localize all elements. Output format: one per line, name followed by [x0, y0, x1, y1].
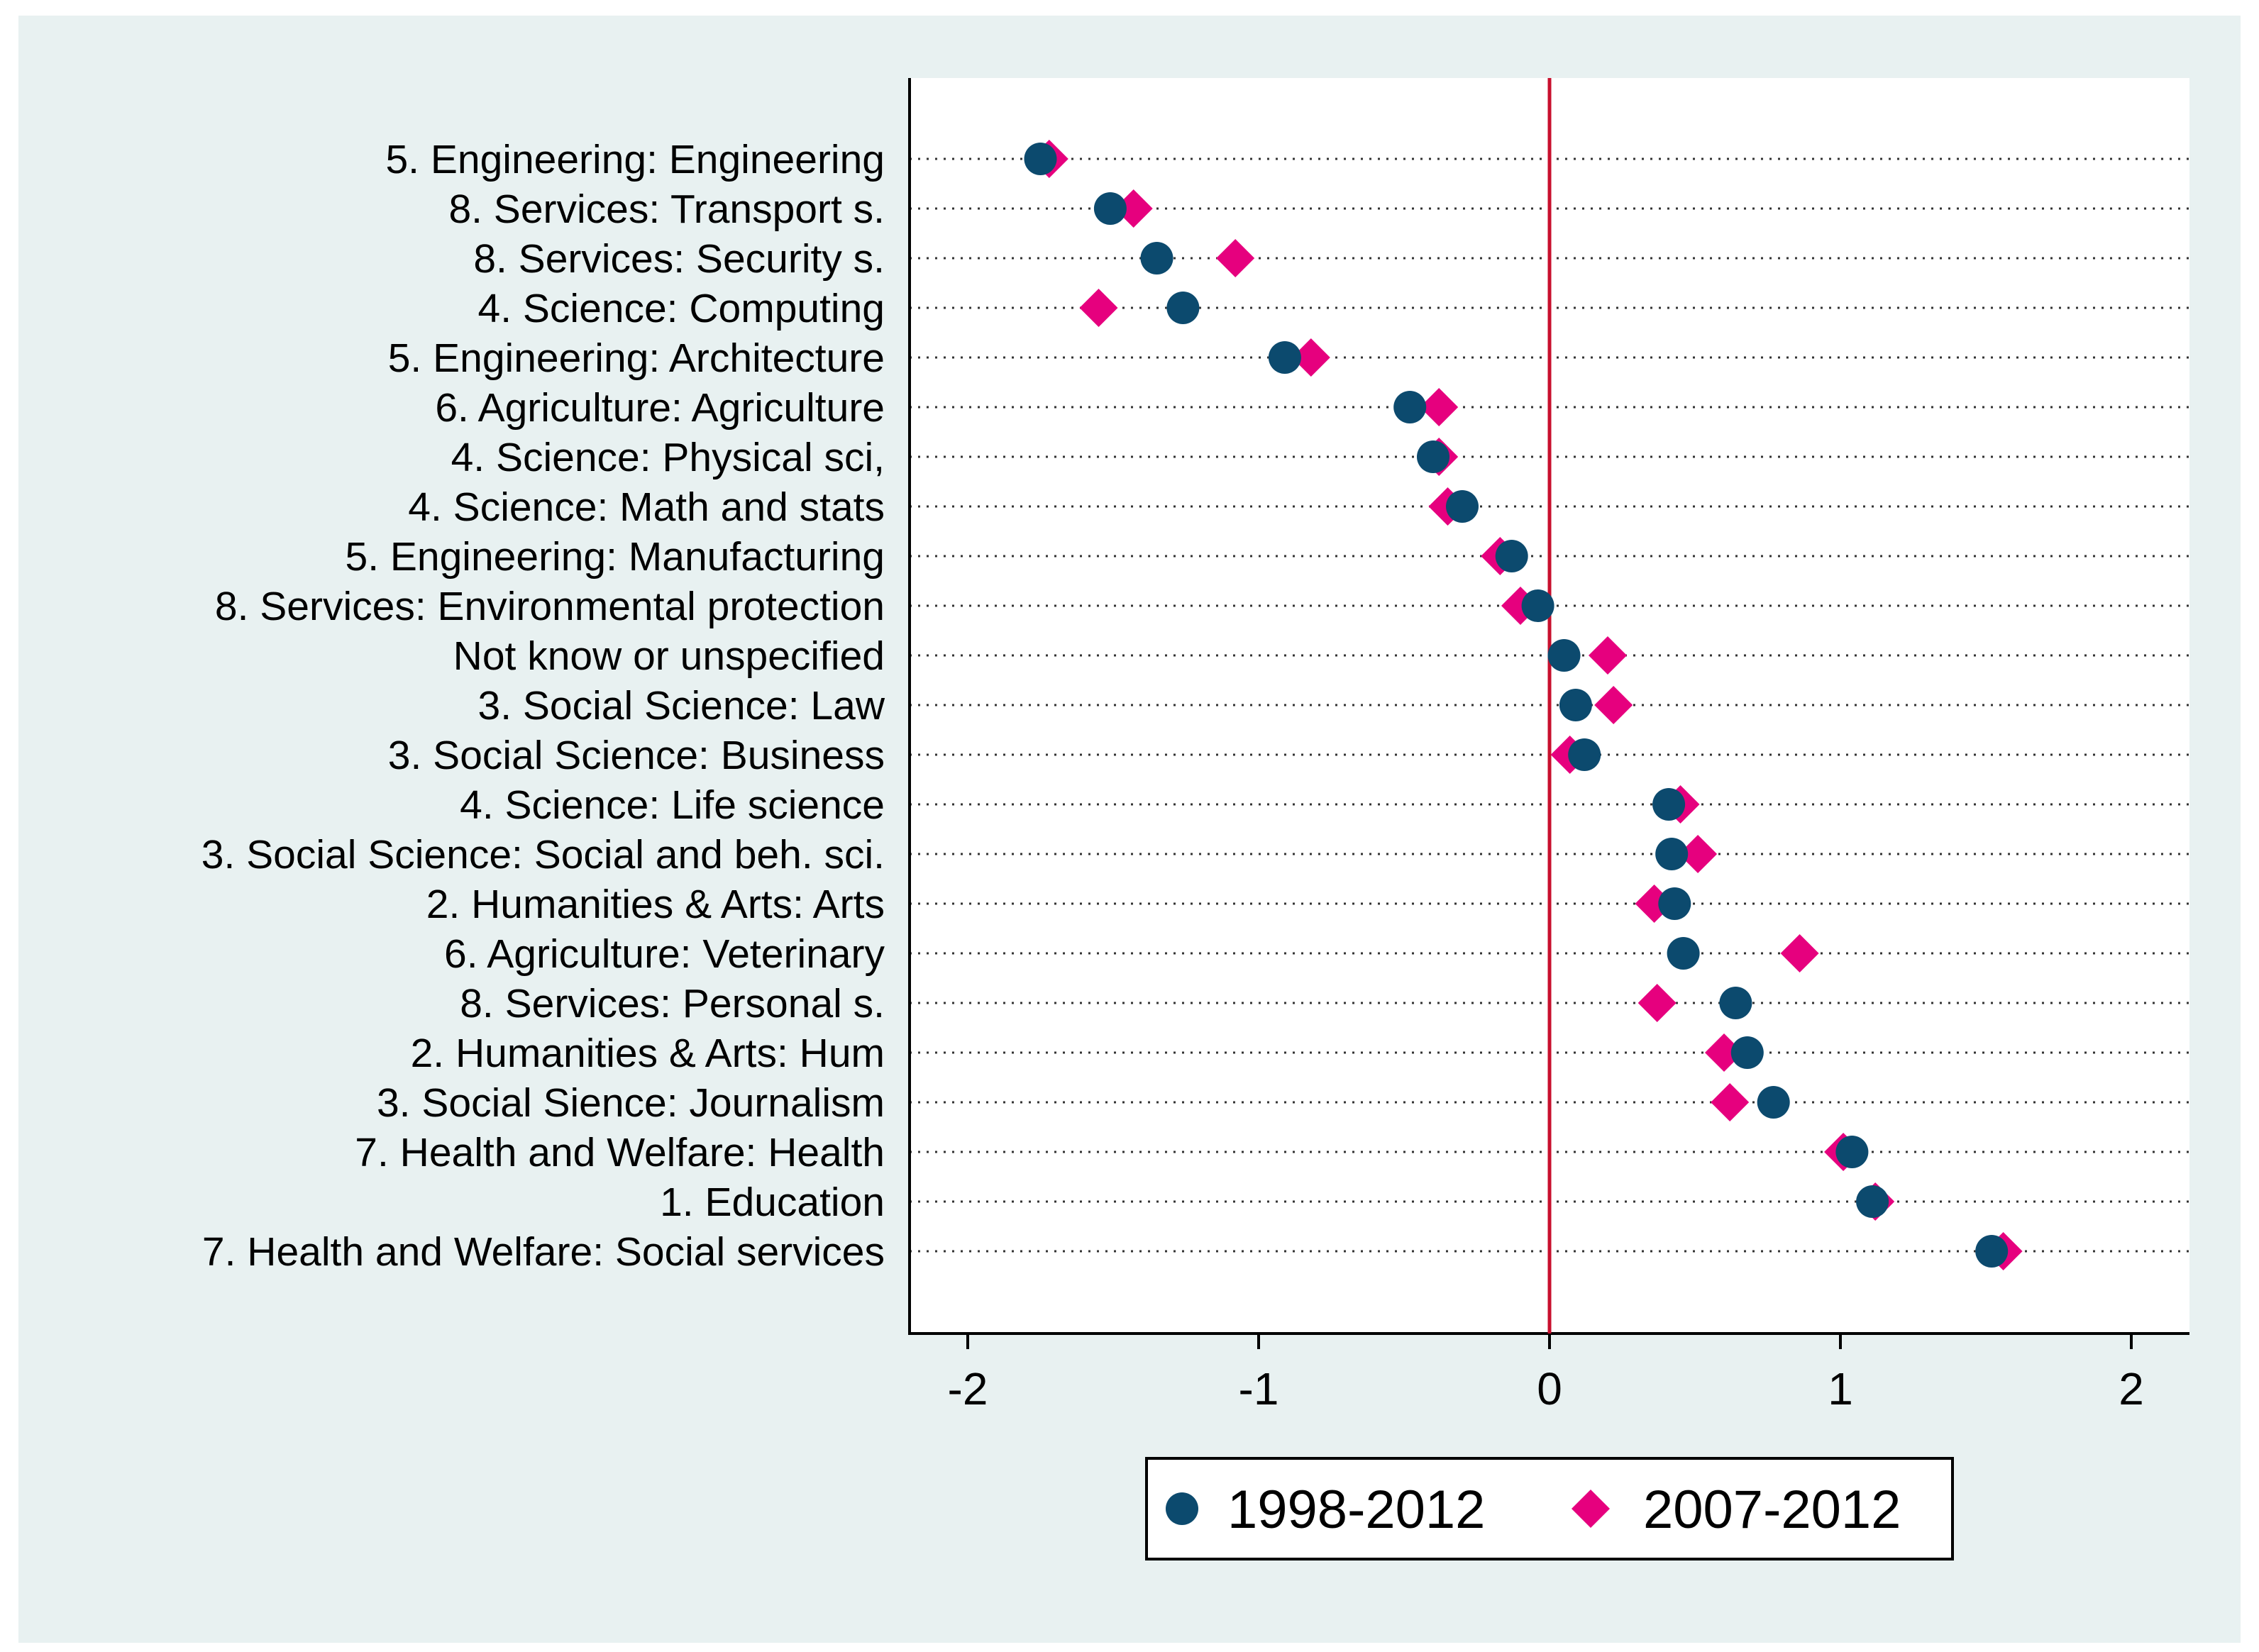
- point-1998-2012: [1417, 440, 1449, 473]
- category-label: 3. Social Science: Social and beh. sci.: [201, 832, 885, 877]
- point-1998-2012: [1140, 242, 1173, 275]
- category-label: 4. Science: Computing: [478, 286, 885, 331]
- category-label: 1. Education: [660, 1180, 885, 1225]
- point-1998-2012: [1658, 887, 1691, 920]
- category-label: 7. Health and Welfare: Health: [355, 1130, 885, 1175]
- x-tick-label: -1: [1239, 1363, 1279, 1414]
- category-label: 5. Engineering: Engineering: [385, 137, 885, 182]
- legend-diamond-icon: [1572, 1490, 1610, 1528]
- data-markers: [1024, 140, 2023, 1270]
- x-tick-label: 2: [2119, 1363, 2144, 1414]
- point-2007-2012: [1291, 338, 1330, 377]
- x-tick-label: -2: [948, 1363, 988, 1414]
- point-2007-2012: [1079, 289, 1118, 327]
- point-1998-2012: [1975, 1235, 2009, 1268]
- point-2007-2012: [1594, 686, 1633, 724]
- point-2007-2012: [1637, 984, 1677, 1022]
- point-2007-2012: [1216, 239, 1255, 277]
- point-1998-2012: [1495, 540, 1528, 572]
- category-label: 4. Science: Life science: [460, 782, 885, 828]
- point-2007-2012: [1711, 1083, 1750, 1121]
- x-axis-tick-labels: -2 -1 0 1 2: [948, 1363, 2144, 1414]
- point-1998-2012: [1559, 689, 1592, 721]
- category-label: 2. Humanities & Arts: Arts: [426, 882, 885, 927]
- point-1998-2012: [1667, 937, 1700, 970]
- legend: 1998-2012 2007-2012: [1145, 1457, 1954, 1560]
- point-2007-2012: [1705, 1033, 1743, 1072]
- category-label: 6. Agriculture: Agriculture: [435, 385, 885, 431]
- point-2007-2012: [1589, 636, 1627, 675]
- category-label: 8. Services: Security s.: [473, 236, 885, 282]
- point-1998-2012: [1166, 292, 1200, 324]
- point-2007-2012: [1780, 934, 1819, 972]
- point-1998-2012: [1719, 987, 1752, 1019]
- point-1998-2012: [1093, 192, 1127, 225]
- category-label: 4. Science: Physical sci,: [451, 435, 885, 480]
- category-label: 4. Science: Math and stats: [408, 484, 885, 530]
- category-label: Not know or unspecified: [453, 633, 885, 679]
- x-tick-label: 1: [1828, 1363, 1853, 1414]
- point-1998-2012: [1655, 838, 1689, 870]
- point-1998-2012: [1568, 738, 1601, 771]
- legend-box: [1145, 1457, 1954, 1560]
- category-label: 8. Services: Transport s.: [448, 187, 885, 232]
- point-1998-2012: [1268, 341, 1301, 374]
- category-label: 6. Agriculture: Veterinary: [444, 931, 885, 977]
- point-2007-2012: [1679, 835, 1718, 873]
- point-2007-2012: [1420, 388, 1459, 426]
- category-label: 3. Social Sience: Journalism: [377, 1080, 885, 1126]
- category-label: 3. Social Science: Business: [388, 733, 885, 778]
- category-label: 8. Services: Environmental protection: [215, 584, 885, 629]
- legend-circle-icon: [1166, 1492, 1198, 1525]
- point-1998-2012: [1521, 589, 1554, 622]
- legend-label: 1998-2012: [1227, 1480, 1485, 1540]
- point-1998-2012: [1757, 1086, 1790, 1119]
- point-1998-2012: [1730, 1036, 1764, 1069]
- point-1998-2012: [1835, 1136, 1869, 1168]
- category-label: 7. Health and Welfare: Social services: [202, 1229, 885, 1275]
- point-1998-2012: [1547, 639, 1581, 672]
- point-1998-2012: [1393, 391, 1427, 423]
- point-1998-2012: [1446, 490, 1479, 523]
- category-labels: 5. Engineering: Engineering 8. Services: …: [201, 137, 885, 1275]
- category-label: 2. Humanities & Arts: Hum: [411, 1031, 885, 1076]
- point-1998-2012: [1024, 143, 1057, 175]
- category-label: 5. Engineering: Manufacturing: [346, 534, 885, 580]
- legend-label: 2007-2012: [1643, 1480, 1901, 1540]
- category-label: 3. Social Science: Law: [478, 683, 885, 728]
- category-label: 8. Services: Personal s.: [460, 981, 885, 1026]
- x-tick-label: 0: [1537, 1363, 1562, 1414]
- point-2007-2012: [1114, 189, 1153, 228]
- point-1998-2012: [1856, 1185, 1889, 1218]
- point-1998-2012: [1652, 788, 1686, 821]
- category-label: 5. Engineering: Architecture: [388, 336, 885, 381]
